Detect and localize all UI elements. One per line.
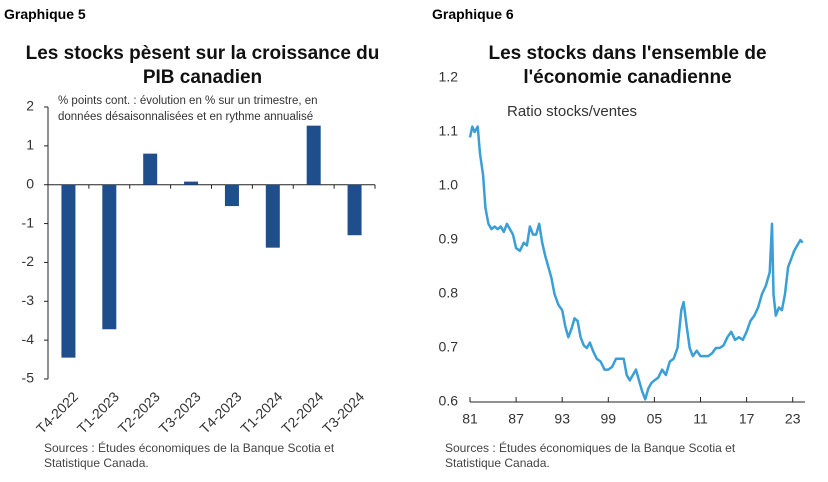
y-tick-label: 1 xyxy=(26,137,34,153)
y-tick-label: 0.9 xyxy=(439,231,459,247)
bar xyxy=(265,184,280,248)
y-tick-label: 0.7 xyxy=(439,339,459,355)
y-tick-label: 2 xyxy=(26,98,34,114)
bar xyxy=(347,184,362,236)
chart-title: Les stocks dans l'ensemble de l'économie… xyxy=(488,43,767,88)
x-tick-label: 11 xyxy=(693,411,708,427)
y-tick-label: -2 xyxy=(22,253,35,269)
x-tick-label: 87 xyxy=(508,411,524,427)
x-tick-label: T4-2023 xyxy=(196,388,244,436)
chart-source: Sources : Études économiques de la Banqu… xyxy=(445,441,736,470)
chart-subtitle: % points cont. : évolution en % sur un t… xyxy=(58,95,318,123)
y-tick-label: 0 xyxy=(26,175,34,191)
y-tick-label: 1.1 xyxy=(439,123,459,139)
x-tick-label: T3-2023 xyxy=(156,388,204,436)
chart-label: Graphique 5 xyxy=(4,6,86,22)
x-tick-label: 81 xyxy=(462,411,478,427)
bar xyxy=(224,184,239,207)
x-tick-label: 17 xyxy=(739,411,755,427)
y-tick-label: 1.0 xyxy=(439,177,459,193)
chart-label: Graphique 6 xyxy=(432,6,514,22)
bar xyxy=(306,125,321,185)
annotation: Ratio stocks/ventes xyxy=(507,103,638,120)
y-tick-label: -1 xyxy=(22,214,35,230)
x-tick-label: 23 xyxy=(785,411,801,427)
bar xyxy=(184,181,199,185)
x-tick-label: 93 xyxy=(554,411,570,427)
line xyxy=(468,125,804,401)
bar xyxy=(143,153,158,185)
y-tick-label: 1.2 xyxy=(439,69,459,85)
y-tick-label: -5 xyxy=(22,370,35,386)
x-tick-label: T3-2024 xyxy=(319,388,367,436)
chart-title: Les stocks pèsent sur la croissance du P… xyxy=(25,43,380,88)
bar xyxy=(61,184,76,358)
x-tick-label: T2-2024 xyxy=(278,388,326,436)
y-tick-label: 0.6 xyxy=(439,393,459,409)
x-tick-label: T1-2024 xyxy=(237,388,285,436)
chart-source: Sources : Études économiques de la Banqu… xyxy=(44,441,335,470)
bar xyxy=(102,184,117,330)
x-tick-label: T4-2022 xyxy=(33,388,81,436)
x-tick-label: 99 xyxy=(601,411,617,427)
y-tick-label: -4 xyxy=(22,331,35,347)
x-tick-label: 05 xyxy=(647,411,663,427)
x-tick-label: T2-2023 xyxy=(115,388,163,436)
x-tick-label: T1-2023 xyxy=(74,388,122,436)
y-tick-label: 0.8 xyxy=(439,285,459,301)
y-tick-label: -3 xyxy=(22,292,35,308)
